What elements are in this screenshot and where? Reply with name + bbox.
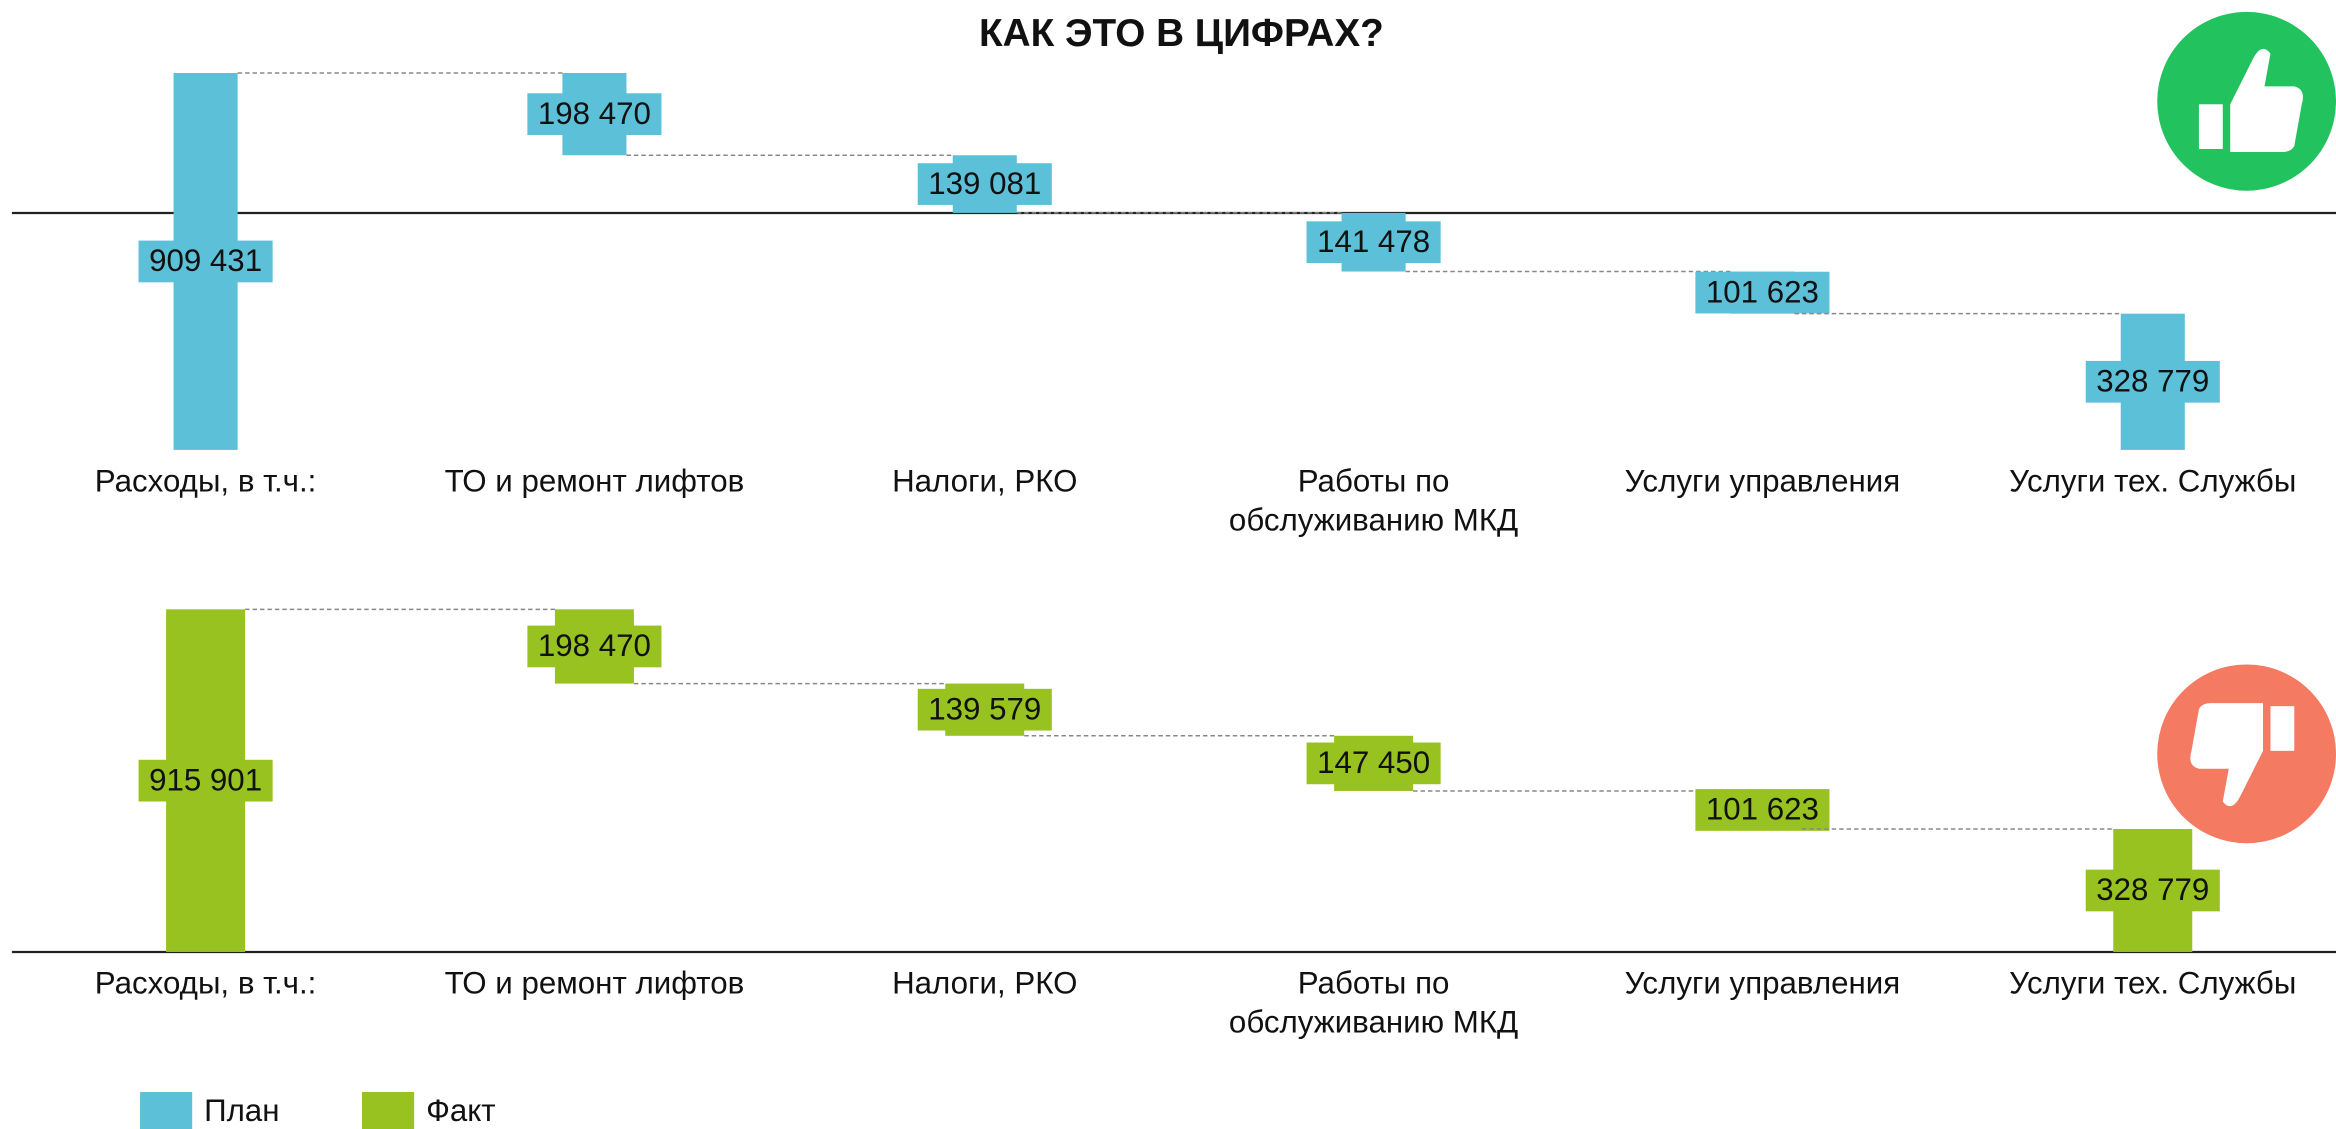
value-label: 909 431 [149,243,262,278]
thumb-up-icon [2157,11,2336,191]
value-label: 915 901 [149,762,262,797]
x-tick-label: ТО и ремонт лифтов [444,464,745,500]
x-tick-label: Расходы, в т.ч.: [94,464,317,500]
value-label-bg [917,688,1052,731]
value-label: 147 450 [1317,745,1430,780]
value-label-bg [1306,221,1441,264]
chart-title: КАК ЭТО В ЦИФРАХ? [979,12,1384,55]
value-label-bg [2085,869,2220,912]
value-label-bg [138,240,273,283]
value-label: 141 478 [1317,224,1430,259]
value-label: 328 779 [2096,872,2209,907]
value-label-bg [2085,360,2220,403]
x-tick-label: Расходы, в т.ч.: [94,966,317,1002]
legend-label: Факт [426,1093,496,1128]
thumb-down-icon [2157,664,2336,844]
value-label-bg [1306,742,1441,785]
x-tick-label: Услуги тех. Службы [2009,966,2297,1002]
value-label-bg [1695,271,1830,314]
value-label-bg [527,93,662,135]
x-tick-label: Услуги тех. Службы [2009,464,2297,500]
value-label: 101 623 [1706,274,1819,309]
x-tick-label: Работы по обслуживанию МКД [1228,966,1519,1040]
value-label: 198 470 [538,96,651,131]
value-label-bg [1695,789,1830,831]
x-tick-label: Услуги управления [1624,966,1901,1002]
legend-swatch [140,1092,193,1129]
x-tick-label: Налоги, РКО [892,464,1078,500]
legend-swatch [362,1092,415,1129]
value-label: 328 779 [2096,364,2209,399]
value-label: 139 081 [928,166,1041,201]
value-label-bg [138,759,273,802]
x-tick-label: ТО и ремонт лифтов [444,966,745,1002]
value-label: 139 579 [928,691,1041,726]
value-label: 101 623 [1706,792,1819,827]
value-label-bg [527,625,662,668]
x-tick-label: Услуги управления [1624,464,1901,500]
value-label-bg [917,163,1052,205]
legend-label: План [204,1093,279,1128]
value-label: 198 470 [538,628,651,663]
x-tick-label: Налоги, РКО [892,966,1078,1002]
x-tick-label: Работы по обслуживанию МКД [1228,464,1519,538]
